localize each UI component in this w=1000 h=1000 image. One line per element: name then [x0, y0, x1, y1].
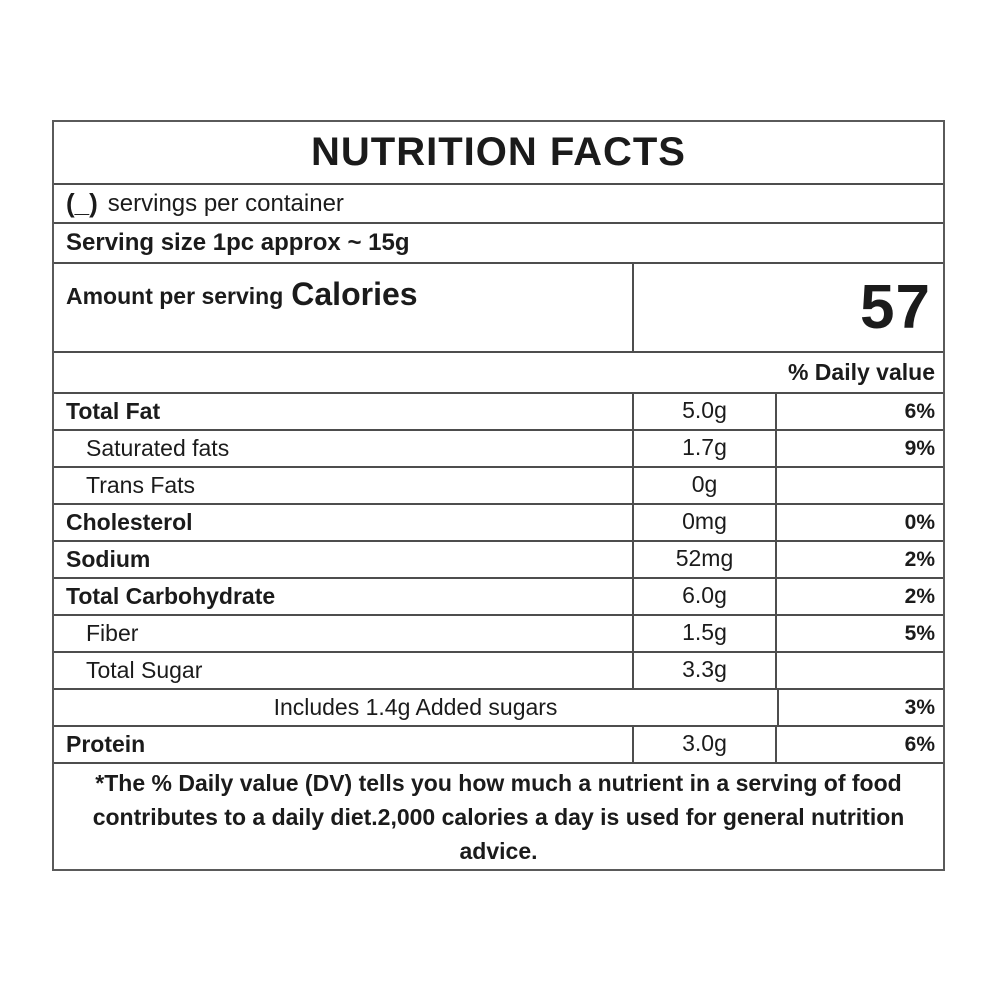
nutrient-amount: 3.0g [634, 727, 777, 762]
nutrient-daily-value: 9% [904, 436, 935, 460]
serving-size-row: Serving size 1pc approx ~ 15g [54, 222, 943, 262]
nutrient-daily-value: 0% [904, 510, 935, 534]
daily-value-header-row: % Daily value [54, 351, 943, 392]
nutrient-amount: 6.0g [634, 579, 777, 614]
serving-size-text: Serving size 1pc approx ~ 15g [66, 229, 410, 256]
table-row-total-sugar: Total Sugar 3.3g [54, 651, 943, 688]
footnote-row: *The % Daily value (DV) tells you how mu… [54, 762, 943, 869]
label-title-row: NUTRITION FACTS [54, 122, 943, 183]
calories-row: Amount per serving Calories 57 [54, 262, 943, 351]
label-title: NUTRITION FACTS [311, 130, 686, 174]
nutrient-amount: 1.5g [634, 616, 777, 651]
nutrient-name: Includes 1.4g Added sugars [54, 690, 779, 725]
table-row-added-sugars: Includes 1.4g Added sugars 3% [54, 688, 943, 725]
nutrient-name: Cholesterol [54, 505, 634, 540]
nutrient-daily-value: 5% [904, 621, 935, 645]
daily-value-footnote: *The % Daily value (DV) tells you how mu… [92, 769, 905, 864]
nutrient-amount: 3.3g [634, 653, 777, 688]
daily-value-header: % Daily value [787, 359, 935, 385]
calories-label-cell: Amount per serving Calories [54, 264, 634, 351]
servings-per-container-text: servings per container [107, 189, 344, 217]
nutrient-daily-value: 6% [904, 399, 935, 423]
nutrient-name: Total Carbohydrate [54, 579, 634, 614]
servings-count-placeholder: (_) [66, 188, 98, 218]
nutrient-name: Fiber [54, 616, 634, 651]
nutrient-name: Sodium [54, 542, 634, 577]
table-row-total-carbohydrate: Total Carbohydrate 6.0g 2% [54, 577, 943, 614]
nutrient-daily-value: 2% [904, 547, 935, 571]
nutrient-daily-value [777, 653, 943, 688]
nutrient-daily-value: 6% [904, 732, 935, 756]
nutrient-amount: 1.7g [634, 431, 777, 466]
nutrient-amount: 52mg [634, 542, 777, 577]
nutrient-daily-value: 2% [904, 584, 935, 608]
nutrition-facts-label: NUTRITION FACTS (_) servings per contain… [52, 120, 945, 871]
table-row-total-fat: Total Fat 5.0g 6% [54, 392, 943, 429]
nutrient-amount: 0g [634, 468, 777, 503]
calories-label: Calories [291, 276, 418, 312]
table-row-trans-fats: Trans Fats 0g [54, 466, 943, 503]
table-row-sodium: Sodium 52mg 2% [54, 540, 943, 577]
nutrient-name: Protein [54, 727, 634, 762]
nutrient-name: Total Sugar [54, 653, 634, 688]
nutrient-name: Saturated fats [54, 431, 634, 466]
nutrient-daily-value [777, 468, 943, 503]
amount-per-serving-label: Amount per serving [66, 283, 284, 309]
nutrient-amount: 0mg [634, 505, 777, 540]
nutrient-daily-value: 3% [904, 695, 935, 719]
table-row-saturated-fats: Saturated fats 1.7g 9% [54, 429, 943, 466]
servings-per-container-row: (_) servings per container [54, 183, 943, 222]
nutrient-name: Trans Fats [54, 468, 634, 503]
table-row-cholesterol: Cholesterol 0mg 0% [54, 503, 943, 540]
nutrient-amount: 5.0g [634, 394, 777, 429]
table-row-protein: Protein 3.0g 6% [54, 725, 943, 762]
table-row-fiber: Fiber 1.5g 5% [54, 614, 943, 651]
calories-value: 57 [860, 273, 931, 342]
calories-value-cell: 57 [634, 264, 943, 351]
nutrient-name: Total Fat [54, 394, 634, 429]
